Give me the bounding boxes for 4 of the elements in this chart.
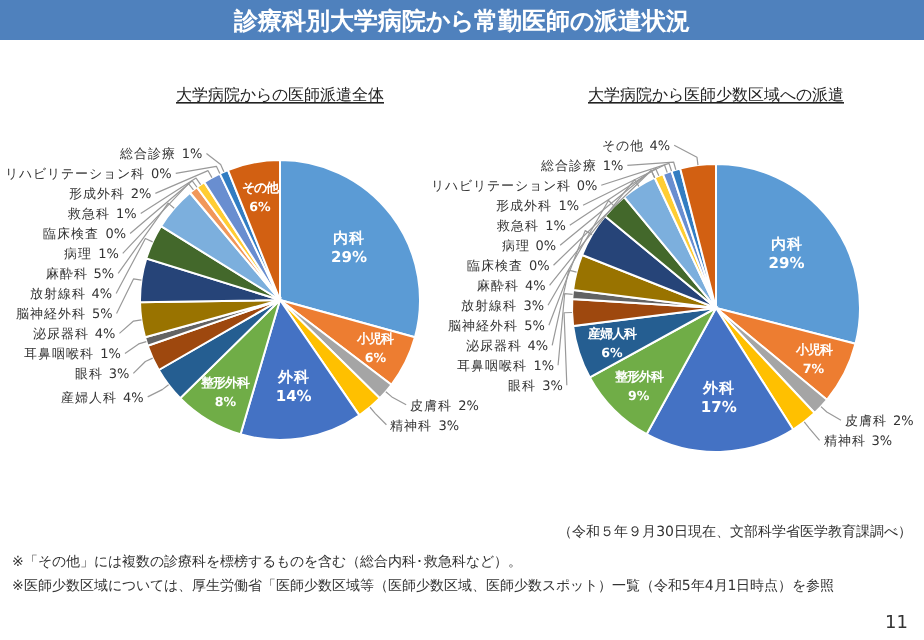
chart-subtitle: 大学病院から医師少数区域への派遣 [588, 86, 844, 104]
chart-title: 診療科別大学病院から常勤医師の派遣状況 [232, 7, 690, 35]
text: 11 [885, 614, 908, 634]
chart-subtitle: 大学病院からの医師派遣全体 [176, 86, 384, 104]
